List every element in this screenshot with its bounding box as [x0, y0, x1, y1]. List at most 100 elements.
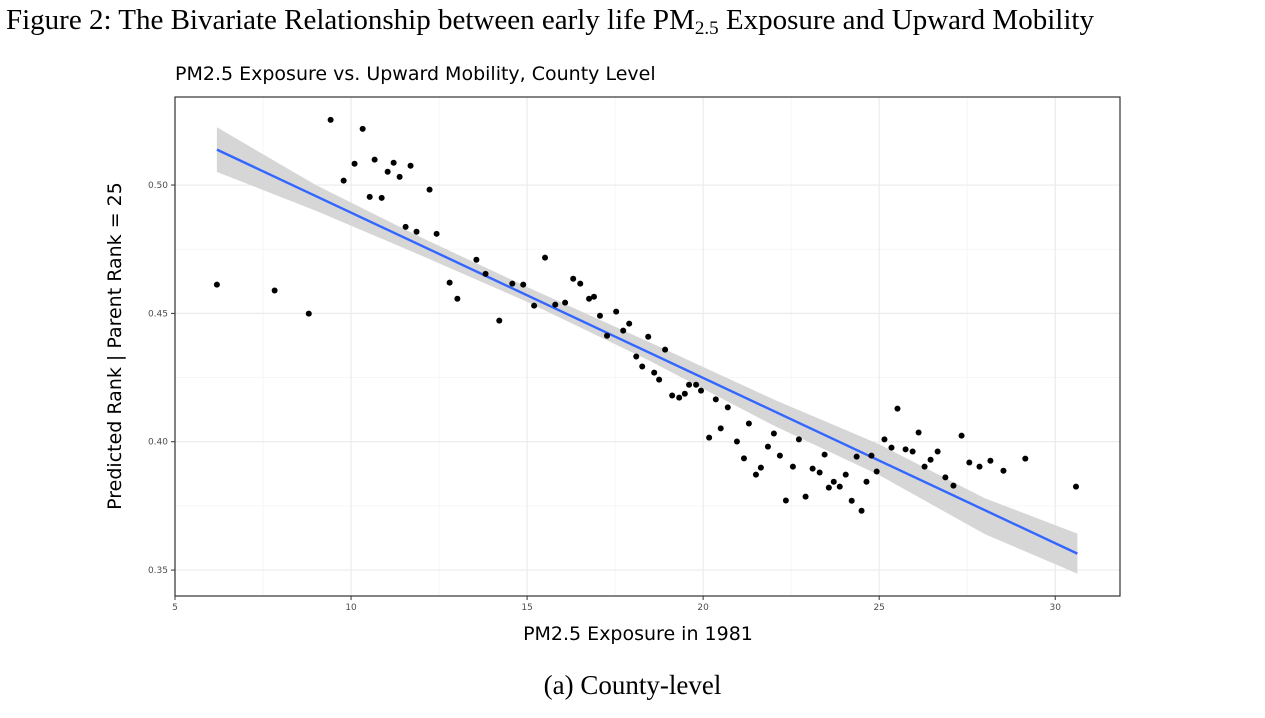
y-axis-label: Predicted Rank | Parent Rank = 25: [104, 182, 126, 510]
data-point: [909, 448, 916, 455]
data-point: [902, 446, 909, 453]
data-point: [590, 293, 597, 300]
figure-title-prefix: Figure 2: The Bivariate Relationship bet…: [6, 4, 695, 36]
data-point: [433, 230, 440, 237]
data-point: [717, 425, 724, 432]
data-point: [542, 254, 549, 261]
data-point: [830, 478, 837, 485]
fit-line: [216, 148, 1078, 555]
data-point: [958, 432, 965, 439]
data-point: [473, 256, 480, 263]
x-tick-label: 30: [1049, 603, 1061, 613]
data-point: [934, 448, 941, 455]
data-point: [776, 452, 783, 459]
data-point: [662, 346, 669, 353]
figure-title: Figure 2: The Bivariate Relationship bet…: [6, 4, 1094, 40]
data-point: [384, 168, 391, 175]
data-point: [825, 484, 832, 491]
data-point: [402, 223, 409, 230]
data-point: [351, 160, 358, 167]
data-point: [881, 436, 888, 443]
data-point: [848, 497, 855, 504]
data-point: [359, 125, 366, 132]
data-point: [795, 436, 802, 443]
data-point: [1022, 455, 1029, 462]
data-point: [686, 381, 693, 388]
x-tick-label: 20: [697, 603, 709, 613]
y-tick-label: 0.50: [148, 181, 168, 191]
data-point: [371, 156, 378, 163]
data-point: [413, 228, 420, 235]
data-point: [604, 332, 611, 339]
data-point: [809, 465, 816, 472]
figure-title-subscript: 2.5: [694, 18, 719, 39]
data-point: [407, 162, 414, 169]
data-point: [552, 301, 559, 308]
y-tick-label: 0.40: [148, 438, 168, 448]
data-point: [706, 434, 713, 441]
data-point: [789, 463, 796, 470]
x-tick-label: 25: [873, 603, 884, 613]
data-point: [894, 405, 901, 412]
data-point: [562, 299, 569, 306]
data-point: [873, 468, 880, 475]
data-point: [698, 387, 705, 394]
data-point: [976, 463, 983, 470]
data-point: [740, 455, 747, 462]
data-point: [340, 177, 347, 184]
data-point: [509, 280, 516, 287]
data-point: [305, 310, 312, 317]
figure-caption: (a) County-level: [543, 670, 722, 700]
data-point: [681, 390, 688, 397]
data-point: [712, 396, 719, 403]
data-point: [842, 471, 849, 478]
data-point: [213, 281, 220, 288]
data-point: [915, 429, 922, 436]
data-point: [770, 430, 777, 437]
data-point: [577, 280, 584, 287]
y-axis-ticks: 0.35 0.40 0.45 0.50: [148, 181, 175, 576]
data-point: [802, 493, 809, 500]
data-point: [724, 404, 731, 411]
x-axis-ticks: 5 10 15 20 25 30: [172, 596, 1061, 613]
y-tick-label: 0.45: [148, 309, 168, 319]
plot-border: [174, 96, 1121, 597]
data-point: [586, 295, 593, 302]
fit-line-group: [216, 148, 1078, 555]
data-point: [816, 469, 823, 476]
data-point: [927, 456, 934, 463]
data-point: [950, 482, 957, 489]
data-point: [496, 317, 503, 324]
data-point: [626, 320, 633, 327]
data-point: [454, 295, 461, 302]
x-tick-label: 5: [172, 603, 178, 613]
data-point: [921, 463, 928, 470]
x-tick-label: 10: [345, 603, 357, 613]
data-point: [868, 452, 875, 459]
data-point: [633, 353, 640, 360]
data-point: [863, 478, 870, 485]
data-point: [853, 453, 860, 460]
data-point: [693, 381, 700, 388]
data-point: [378, 194, 385, 201]
data-point: [271, 287, 278, 294]
data-point: [520, 281, 527, 288]
data-point: [639, 363, 646, 370]
data-point: [676, 394, 683, 401]
figure-title-suffix: Exposure and Upward Mobility: [718, 4, 1094, 36]
data-point: [531, 302, 538, 309]
data-point: [620, 327, 627, 334]
data-point: [327, 116, 334, 123]
data-point: [888, 444, 895, 451]
x-tick-label: 15: [521, 603, 532, 613]
data-point: [745, 420, 752, 427]
data-point: [426, 186, 433, 193]
data-point: [752, 471, 759, 478]
data-point: [396, 173, 403, 180]
data-point: [645, 333, 652, 340]
data-point: [446, 279, 453, 286]
data-point: [733, 438, 740, 445]
data-point: [570, 275, 577, 282]
data-point: [764, 443, 771, 450]
x-axis-label: PM2.5 Exposure in 1981: [523, 623, 753, 645]
